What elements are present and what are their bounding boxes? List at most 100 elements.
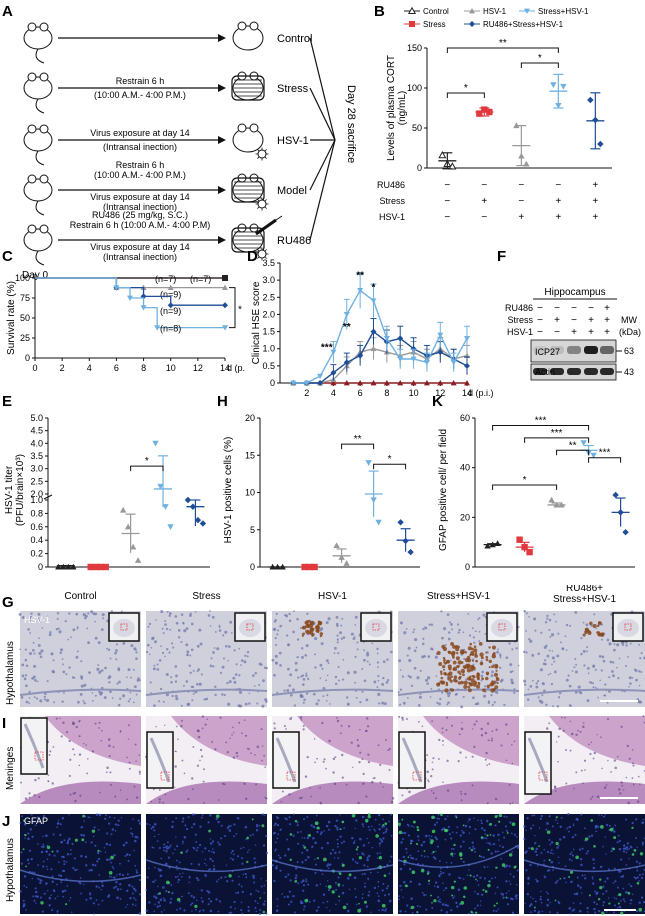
dapi-dot — [320, 831, 323, 834]
dapi-dot — [244, 872, 248, 876]
gfap-dot — [65, 903, 68, 906]
nucleus-dot — [264, 766, 267, 769]
dapi-dot — [537, 864, 539, 867]
nucleus-dot — [618, 788, 621, 791]
dapi-dot — [437, 900, 440, 903]
nucleus-dot — [345, 783, 348, 786]
nucleus-dot — [417, 704, 421, 707]
blot-cell: + — [554, 315, 560, 326]
fluorescence-image — [20, 814, 141, 914]
dapi-dot — [160, 857, 163, 860]
significance-bracket — [492, 484, 558, 491]
dapi-dot — [287, 903, 290, 906]
dapi-dot — [288, 823, 292, 826]
nucleus-dot — [303, 698, 306, 702]
nucleus-dot — [491, 670, 494, 674]
nucleus-dot — [478, 640, 481, 643]
dapi-dot — [479, 876, 482, 879]
dapi-dot — [325, 885, 327, 888]
dapi-dot — [363, 885, 367, 888]
gfap-dot — [82, 814, 85, 818]
significance-label: * — [464, 83, 468, 94]
dapi-dot — [402, 896, 404, 899]
nucleus-dot — [486, 722, 490, 725]
nucleus-dot — [228, 645, 231, 648]
x-tick-label: 6 — [114, 363, 119, 373]
nucleus-dot — [551, 656, 555, 660]
significance-label: ** — [569, 440, 577, 451]
nucleus-dot — [21, 663, 25, 667]
dapi-dot — [19, 822, 22, 824]
nucleus-dot — [306, 755, 309, 759]
dapi-dot — [192, 896, 196, 899]
nucleus-dot — [550, 682, 554, 686]
nucleus-dot — [321, 721, 324, 725]
nucleus-dot — [80, 677, 84, 680]
gfap-dot — [348, 873, 352, 877]
nucleus-dot — [603, 786, 607, 789]
gfap-dot — [158, 892, 162, 895]
nucleus-dot — [164, 620, 166, 622]
dapi-dot — [159, 898, 163, 902]
dapi-dot — [634, 877, 638, 880]
nucleus-dot — [225, 741, 228, 744]
nucleus-dot — [462, 631, 465, 634]
dapi-dot — [244, 825, 248, 829]
nucleus-dot — [33, 696, 36, 699]
nucleus-dot — [352, 766, 354, 768]
dapi-dot — [80, 892, 83, 895]
panel-label-j: J — [2, 813, 10, 830]
dapi-dot — [408, 834, 411, 837]
nucleus-dot — [99, 791, 101, 794]
dapi-dot — [591, 876, 594, 879]
gfap-dot — [415, 842, 419, 846]
nucleus-dot — [579, 691, 583, 695]
hsv-stain-dot — [473, 667, 476, 670]
dapi-dot — [373, 886, 377, 890]
dapi-dot — [153, 829, 156, 832]
dapi-dot — [175, 859, 178, 862]
dapi-dot — [549, 911, 551, 913]
nucleus-dot — [177, 738, 179, 741]
hsv-stain-dot — [453, 675, 457, 679]
hsv-stain-dot — [438, 661, 443, 666]
dapi-dot — [68, 813, 70, 816]
dapi-dot — [138, 822, 142, 825]
dapi-dot — [377, 885, 380, 888]
nucleus-dot — [244, 702, 248, 706]
dapi-dot — [594, 826, 598, 829]
dapi-dot — [459, 845, 463, 848]
dapi-dot — [536, 879, 539, 883]
nucleus-dot — [446, 789, 450, 792]
dapi-dot — [512, 875, 515, 878]
gfap-dot — [501, 863, 506, 867]
nucleus-dot — [126, 798, 129, 801]
mouse-icon — [23, 174, 53, 216]
nucleus-dot — [336, 719, 340, 723]
nucleus-dot — [447, 637, 451, 641]
nucleus-dot — [114, 795, 117, 798]
gfap-dot — [559, 877, 562, 880]
nucleus-dot — [457, 760, 460, 763]
dapi-dot — [53, 854, 56, 857]
nucleus-dot — [229, 620, 233, 624]
blot-band-icp27 — [550, 346, 564, 354]
nucleus-dot — [513, 691, 516, 694]
dapi-dot — [505, 880, 508, 883]
nucleus-dot — [517, 625, 520, 629]
nucleus-dot — [80, 660, 83, 663]
score-marker — [464, 336, 470, 342]
dapi-dot — [225, 864, 228, 866]
dapi-dot — [635, 909, 639, 913]
nucleus-dot — [602, 659, 606, 663]
nucleus-dot — [558, 727, 561, 731]
nucleus-dot — [305, 644, 309, 648]
dapi-dot — [217, 841, 220, 844]
dapi-dot — [281, 893, 283, 895]
dapi-dot — [183, 835, 186, 839]
nucleus-dot — [438, 738, 441, 742]
gfap-dot — [478, 855, 481, 857]
dapi-dot — [219, 900, 222, 903]
nucleus-dot — [138, 770, 141, 774]
